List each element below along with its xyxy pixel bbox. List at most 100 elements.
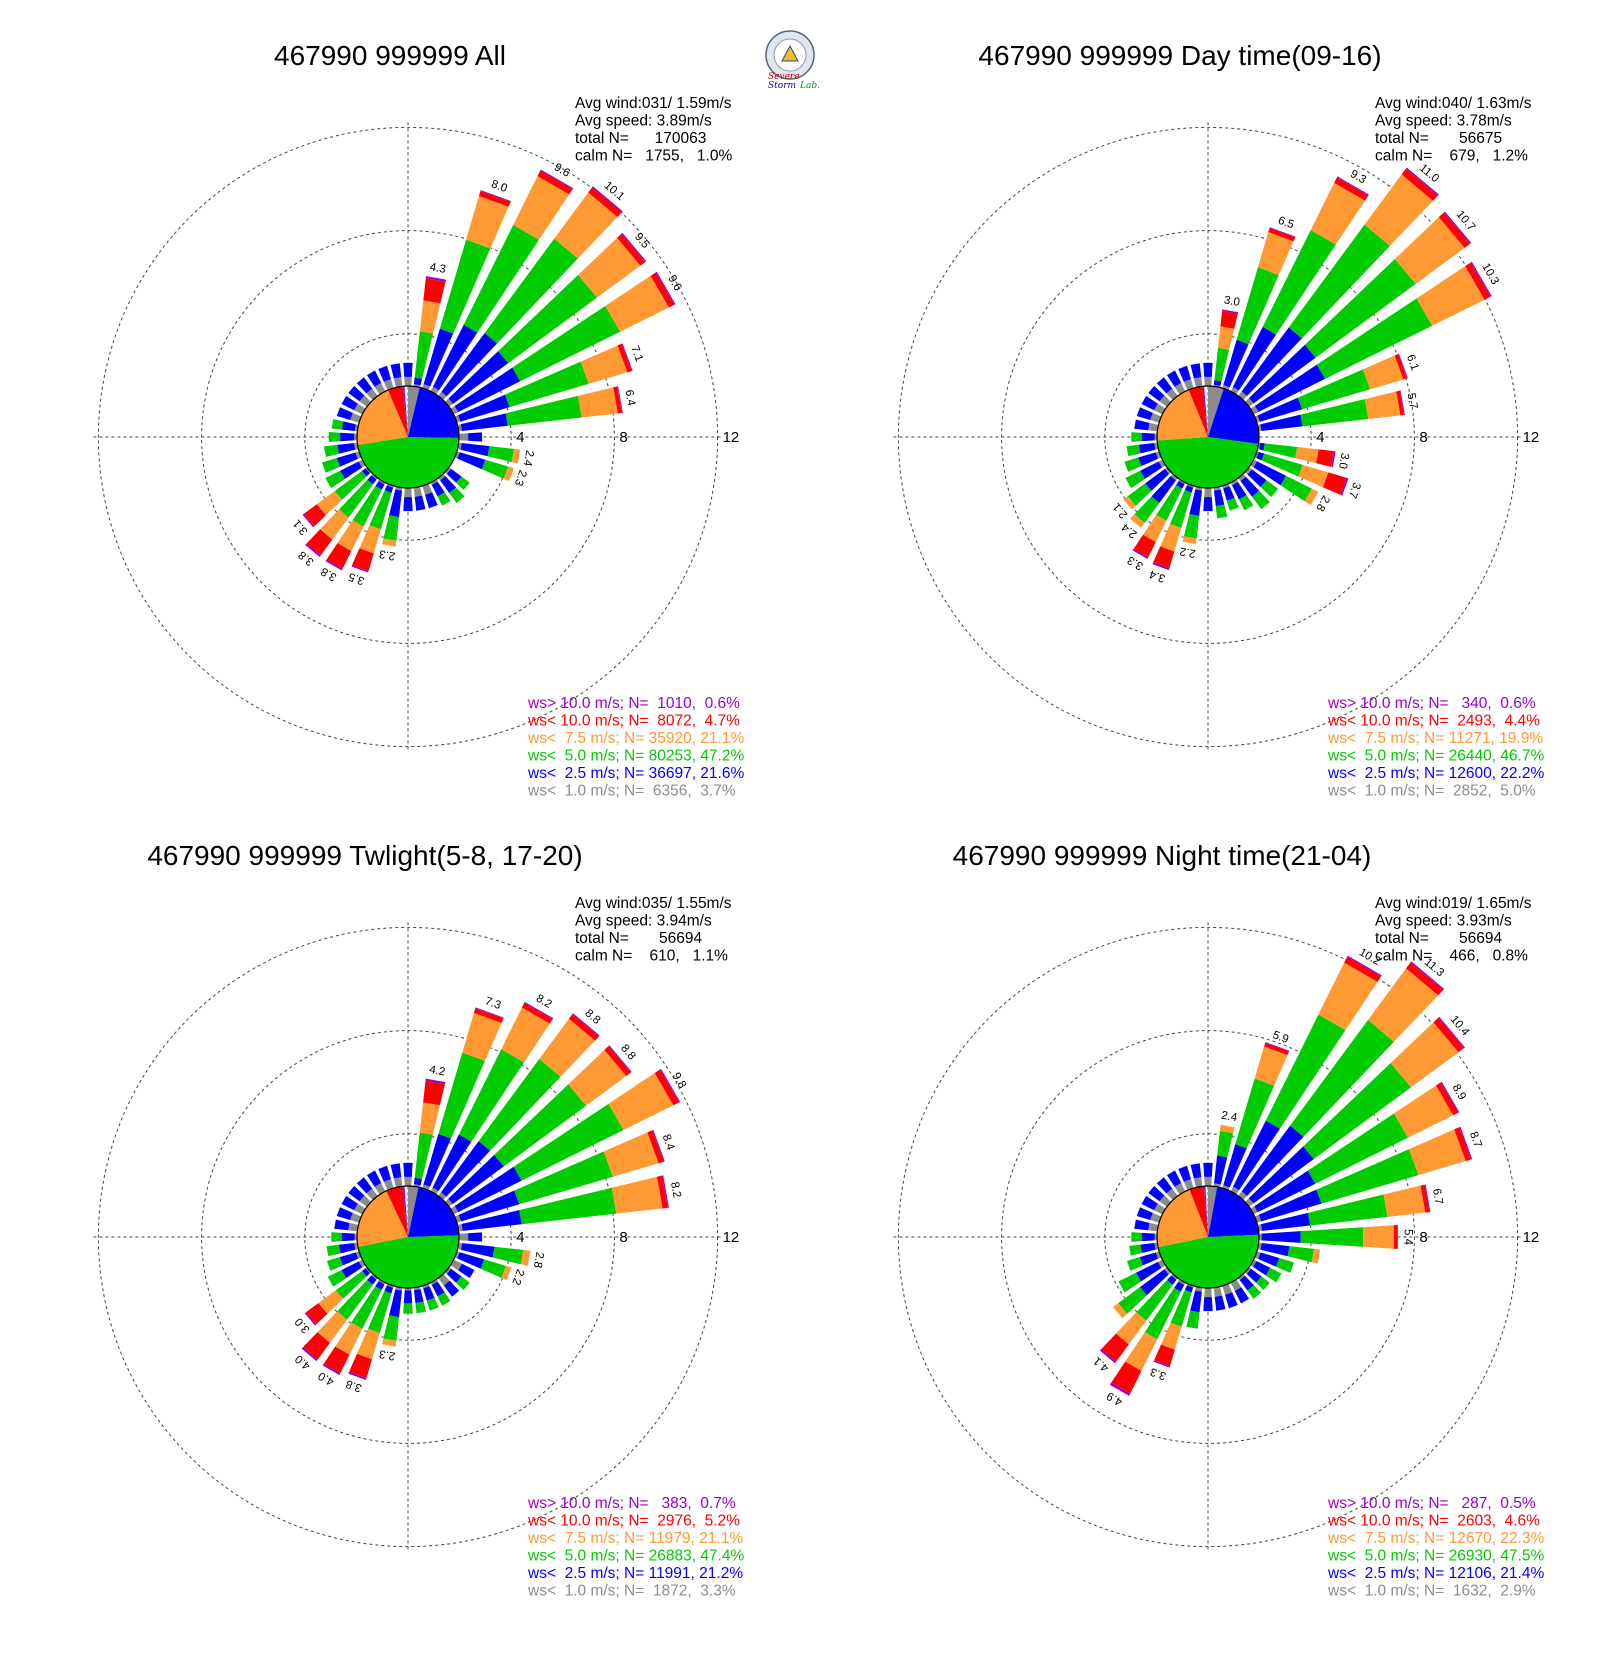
bar-segment-grey (430, 1279, 438, 1285)
bar-segment-green (505, 361, 589, 408)
bar-segment-grey (1183, 1179, 1194, 1191)
bar-segment-blue (1260, 1243, 1290, 1257)
legend-entry-grey: ws< 1.0 m/s; N= 1872, 3.3% (527, 1583, 736, 1600)
bar-segment-blue (454, 1166, 522, 1213)
bar-segment-red (613, 386, 622, 414)
bar-segment-orange (577, 387, 618, 418)
bar-segment-grey (1174, 1182, 1186, 1195)
bar-segment-blue (1247, 469, 1267, 488)
bar-segment-purple (621, 232, 647, 263)
bar-value-label: 2.4 (521, 449, 536, 467)
bar-segment-green (1261, 453, 1303, 477)
bar-segment-orange (511, 448, 521, 464)
bar-segment-grey (1148, 422, 1159, 432)
bar-segment-purple (348, 1371, 367, 1380)
bar-segment-blue (432, 1134, 472, 1191)
bar-segment-red (349, 1353, 373, 1379)
pie-outline (1156, 1185, 1260, 1289)
bar-value-label: 3.5 (347, 570, 366, 587)
bar-segment-purple (302, 513, 315, 528)
bar-segment-red (1401, 168, 1438, 201)
pie-slice-blue (408, 387, 459, 438)
bar-segment-green (327, 1270, 347, 1287)
bar-segment-blue (1148, 385, 1165, 402)
bar-value-label: 7.3 (483, 995, 502, 1012)
bar-segment-green (351, 1286, 382, 1329)
bar-segment-green (512, 305, 621, 382)
bar-segment-green (1247, 1285, 1261, 1299)
bar-segment-blue (1260, 414, 1303, 431)
bar-segment-orange (580, 345, 628, 384)
bar-segment-green (487, 446, 515, 463)
bar-segment-green (334, 471, 367, 500)
bar-segment-orange (462, 1012, 502, 1061)
bar-value-label: 2.8 (531, 1251, 546, 1269)
bar-segment-blue (468, 432, 483, 442)
bar-segment-purple (475, 1007, 504, 1019)
bar-segment-green (1262, 230, 1336, 335)
pie-slice-red (388, 386, 408, 437)
bar-segment-orange (1416, 266, 1485, 326)
bar-segment-grey (374, 1182, 386, 1195)
severe-storm-lab-logo: Severe Storm Lab. (765, 30, 820, 91)
ring-tick-label: 12 (723, 1229, 740, 1246)
pie-slice-red (386, 1186, 408, 1237)
bar-segment-orange (1364, 391, 1401, 420)
bar-segment-grey (404, 376, 412, 387)
bar-segment-blue (1178, 1165, 1191, 1182)
legend-entry-green: ws< 5.0 m/s; N= 26930, 47.5% (1327, 1548, 1544, 1565)
bar-segment-orange (1310, 182, 1366, 245)
bar-segment-blue (468, 1232, 483, 1242)
bar-value-label: 2.3 (378, 547, 396, 562)
bar-segment-grey (1150, 1212, 1162, 1223)
bar-segment-red (1316, 449, 1335, 467)
legend-entry-red: ws< 10.0 m/s; N= 8072, 4.7% (527, 713, 740, 730)
bar-segment-red (326, 543, 352, 569)
bar-segment-green (1288, 224, 1390, 339)
stat-calm: calm N= 679, 1.2% (1375, 148, 1528, 165)
bar-segment-grey (1204, 1176, 1212, 1187)
bar-segment-red (647, 1130, 664, 1164)
bar-segment-grey (378, 479, 386, 485)
wind-rose-panel-4: 48122.45.910.211.310.48.98.76.75.43.34.9… (893, 840, 1544, 1600)
bar-segment-red (521, 1002, 553, 1024)
pie-slice-blue (408, 1187, 459, 1237)
bar-segment-green (1280, 475, 1312, 502)
bar-segment-grey (359, 1195, 372, 1207)
bar-segment-red (537, 170, 573, 195)
bar-segment-blue (341, 421, 356, 432)
bar-segment-blue (348, 385, 365, 402)
bar-segment-grey (438, 1192, 447, 1201)
bar-segment-blue (1258, 1189, 1322, 1222)
bar-segment-red (478, 191, 511, 207)
bar-segment-blue (356, 377, 373, 394)
stat-avg-speed: Avg speed: 3.94m/s (575, 913, 712, 930)
bar-segment-orange (1304, 488, 1319, 506)
bar-segment-orange (1125, 1332, 1158, 1372)
bar-segment-purple (1269, 227, 1296, 238)
ring-4 (304, 1133, 512, 1341)
bar-segment-red (306, 529, 333, 556)
legend-entry-purple: ws> 10.0 m/s; N= 383, 0.7% (527, 1495, 736, 1512)
bar-segment-orange (1115, 1312, 1147, 1345)
bar-value-label: 7.1 (628, 344, 645, 363)
bar-segment-blue (1141, 1232, 1155, 1242)
bar-segment-blue (458, 1263, 475, 1279)
bar-segment-green (484, 238, 578, 344)
bar-segment-blue (403, 1162, 413, 1177)
bar-segment-grey (454, 451, 460, 459)
bar-segment-red (1101, 1333, 1129, 1362)
bar-segment-red (1344, 956, 1382, 982)
bar-segment-grey (422, 1283, 430, 1289)
legend-entry-orange: ws< 7.5 m/s; N= 35920, 21.1% (527, 730, 744, 747)
bar-segment-blue (1166, 1275, 1177, 1285)
stat-avg-wind: Avg wind:035/ 1.55m/s (575, 895, 732, 912)
stat-total: total N= 56694 (575, 930, 702, 947)
bar-segment-grey (1171, 1273, 1178, 1280)
bar-segment-green (1118, 1287, 1147, 1314)
bar-segment-blue (341, 1232, 355, 1242)
bar-segment-blue (414, 495, 426, 511)
wind-rose-panel-3: 4 8 124.27.3 8.28.88.89.88.48.22.82.22.33.8… (93, 840, 744, 1600)
bar-segment-blue (443, 1280, 460, 1297)
bar-segment-orange (1362, 355, 1404, 390)
